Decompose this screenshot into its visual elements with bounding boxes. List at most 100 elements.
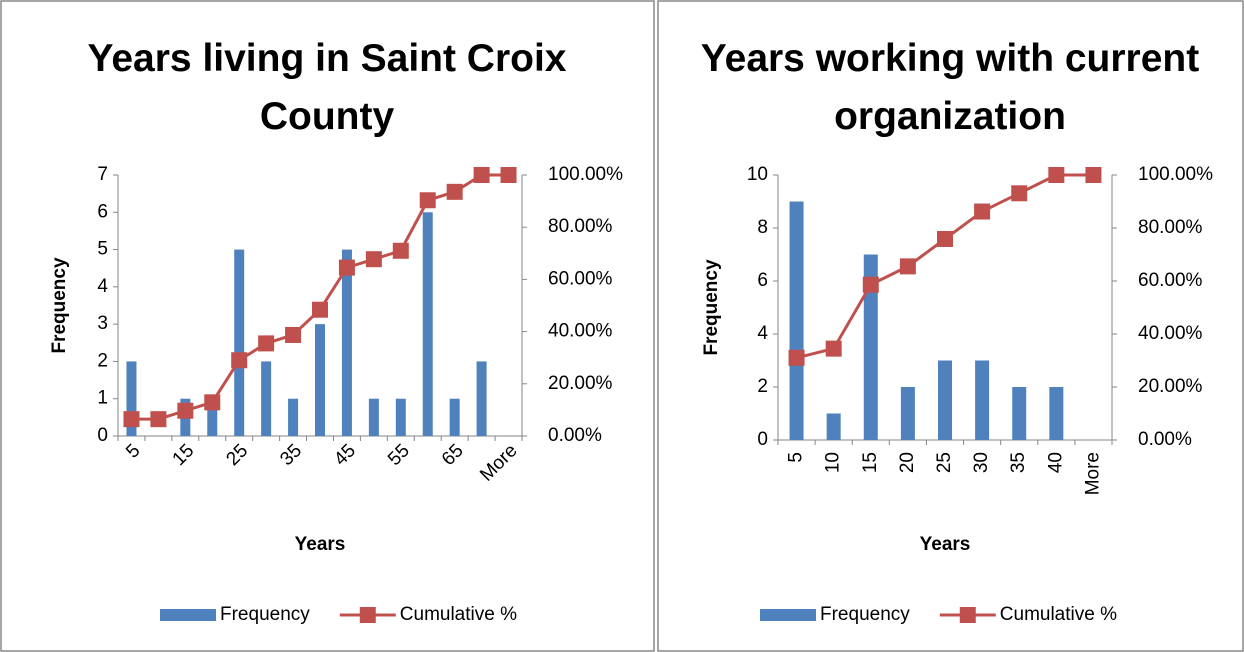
y-tick-label: 0 xyxy=(97,425,108,446)
x-tick-label: 5 xyxy=(786,452,807,463)
x-tick-label: 30 xyxy=(971,452,992,473)
y-tick-label: 8 xyxy=(757,217,768,238)
marker xyxy=(446,183,463,200)
y-tick-label: 10 xyxy=(747,164,768,185)
x-axis-label: Years xyxy=(295,534,346,555)
y2-tick-label: 40.00% xyxy=(548,321,613,342)
x-tick-label: 15 xyxy=(169,440,199,470)
y2-tick-label: 0.00% xyxy=(1138,429,1192,450)
x-tick-label: 65 xyxy=(438,440,468,470)
y-axis-label: Frequency xyxy=(49,257,70,354)
y2-tick-label: 100.00% xyxy=(1138,164,1213,185)
legend-label: Cumulative % xyxy=(1000,604,1117,625)
y-tick-label: 5 xyxy=(97,239,108,260)
y2-tick-label: 0.00% xyxy=(548,425,602,446)
marker xyxy=(473,167,490,183)
x-tick-label: 10 xyxy=(823,452,844,473)
marker xyxy=(1085,167,1102,183)
legend-swatch xyxy=(959,607,976,623)
legend-label: Frequency xyxy=(820,604,910,625)
marker xyxy=(788,349,805,366)
marker xyxy=(150,411,167,428)
bar xyxy=(938,360,952,440)
y2-tick-label: 40.00% xyxy=(1138,323,1203,344)
marker xyxy=(204,394,221,411)
marker xyxy=(937,230,953,247)
bar xyxy=(1012,387,1027,440)
bar xyxy=(207,398,218,436)
marker xyxy=(825,340,842,357)
bar xyxy=(826,413,841,440)
bar xyxy=(395,398,406,436)
marker xyxy=(974,203,991,220)
x-tick-label: 40 xyxy=(1045,452,1066,473)
bar xyxy=(234,249,245,436)
marker xyxy=(365,251,382,268)
bar xyxy=(900,387,915,440)
marker xyxy=(1048,167,1065,183)
bar xyxy=(288,398,299,436)
bar xyxy=(1049,387,1064,440)
marker xyxy=(231,352,248,369)
marker xyxy=(899,258,916,275)
x-tick-label: More xyxy=(476,440,521,485)
bar xyxy=(975,360,990,440)
y-tick-label: 1 xyxy=(97,388,108,409)
marker xyxy=(392,242,409,259)
legend-label: Cumulative % xyxy=(400,604,517,625)
line xyxy=(796,173,1094,360)
bar xyxy=(315,324,325,436)
bar xyxy=(789,201,804,440)
bar xyxy=(476,361,487,436)
panel-border xyxy=(0,0,655,652)
x-tick-label: 35 xyxy=(276,440,306,470)
y2-tick-label: 20.00% xyxy=(548,373,613,394)
x-tick-label: 25 xyxy=(222,440,252,470)
marker xyxy=(285,326,302,343)
y-tick-label: 6 xyxy=(757,270,768,291)
x-tick-label: 20 xyxy=(897,452,918,473)
bar xyxy=(126,361,137,436)
marker xyxy=(258,335,275,352)
chart-title: Years living in Saint Croix County xyxy=(87,37,567,138)
marker xyxy=(419,192,436,209)
y-tick-label: 2 xyxy=(97,350,108,371)
y-tick-label: 0 xyxy=(757,429,768,450)
legend-label: Frequency xyxy=(220,604,310,625)
y2-tick-label: 80.00% xyxy=(1138,217,1203,238)
x-tick-label: 15 xyxy=(860,452,881,473)
y2-tick-label: 20.00% xyxy=(1138,376,1203,397)
chart-title: Years working with current organization xyxy=(700,37,1200,138)
bar xyxy=(449,398,460,436)
x-axis-label: Years xyxy=(920,534,971,555)
x-tick-label: 35 xyxy=(1008,452,1029,473)
legend-swatch xyxy=(359,607,376,623)
x-tick-label: 55 xyxy=(384,440,414,470)
y2-tick-label: 60.00% xyxy=(548,268,613,289)
legend-swatch xyxy=(760,609,816,621)
y-tick-label: 7 xyxy=(97,164,108,185)
bar xyxy=(341,249,352,436)
marker xyxy=(862,276,879,293)
x-tick-label: 25 xyxy=(934,452,955,473)
x-tick-label: More xyxy=(1082,452,1103,495)
marker xyxy=(312,301,328,318)
y-tick-label: 2 xyxy=(757,376,768,397)
bar xyxy=(422,212,433,436)
y-tick-label: 6 xyxy=(97,201,108,222)
bar xyxy=(368,398,379,436)
y-tick-label: 3 xyxy=(97,313,108,334)
marker xyxy=(177,402,194,419)
y2-tick-label: 60.00% xyxy=(1138,270,1203,291)
x-tick-label: 5 xyxy=(122,440,144,462)
marker xyxy=(338,259,355,276)
y2-tick-label: 100.00% xyxy=(548,164,623,185)
y-tick-label: 4 xyxy=(757,323,768,344)
x-tick-label: 45 xyxy=(330,440,360,470)
marker xyxy=(1011,185,1028,202)
y-tick-label: 4 xyxy=(97,276,108,297)
marker xyxy=(500,167,517,183)
panel-border xyxy=(657,0,1244,652)
